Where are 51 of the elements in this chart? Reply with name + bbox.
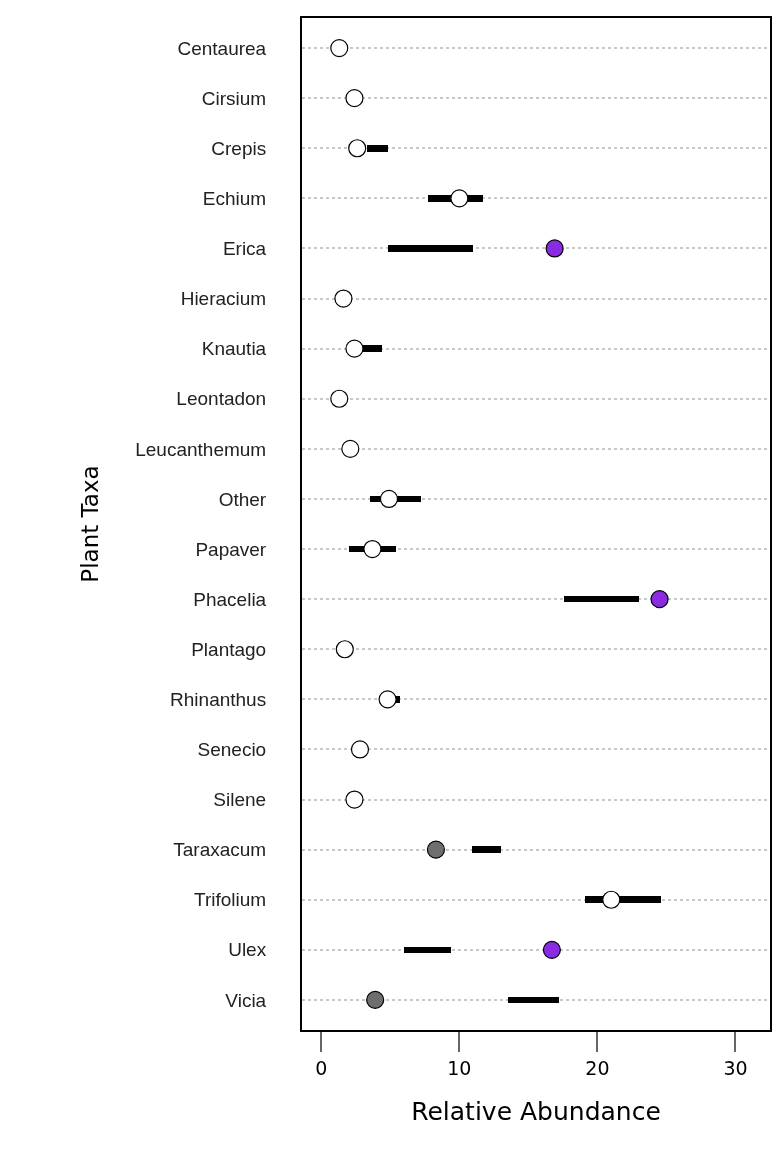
x-tick-label: 10 [447,1056,472,1079]
y-tick-label: Papaver [195,538,267,560]
point [348,139,367,158]
y-tick-label: Leontadon [176,388,267,410]
y-tick-label: Ulex [228,939,267,961]
y-tick-label: Crepis [211,137,267,159]
bar [388,245,473,252]
point [341,439,360,458]
y-tick-label: Rhinanthus [170,689,267,710]
bar [564,596,639,602]
point [350,740,370,759]
y-tick-label: Cirsium [201,87,267,109]
point [450,189,469,208]
bar [404,947,451,953]
point [542,940,561,959]
y-tick-label: Trifolium [194,889,267,911]
bar [472,846,501,853]
y-tick-label: Leucanthemum [135,438,267,460]
point [345,790,364,809]
y-tick-label: Erica [222,238,267,260]
point [545,239,564,258]
point [602,890,621,909]
point [363,539,382,559]
y-tick-label: Echium [202,188,267,210]
point [366,990,385,1010]
bar [508,997,559,1003]
x-axis-title: Relative Abundance [411,1097,661,1127]
y-tick-label: Other [218,488,267,510]
x-tick-label: 0 [315,1056,328,1079]
point [335,640,354,659]
point [330,389,349,408]
y-tick-label: Knautia [201,338,267,360]
y-tick-label: Senecio [197,739,267,761]
y-tick-label: Hieracium [180,288,267,310]
point [345,89,364,108]
point [334,289,353,308]
y-tick-label: Phacelia [193,588,267,610]
point [379,489,399,509]
y-axis-title: Plant Taxa [77,465,104,583]
point [378,690,397,709]
y-tick-label: Taraxacum [173,839,267,861]
y-tick-label: Plantago [191,638,267,660]
x-tick-label: 30 [723,1056,748,1079]
x-tick-label: 20 [585,1056,610,1079]
y-tick-label: Silene [213,789,267,811]
y-tick-label: Centaurea [177,37,267,59]
point [650,590,669,609]
point [330,38,349,58]
point [426,840,446,859]
point [345,339,364,358]
y-tick-label: Vicia [225,989,267,1011]
